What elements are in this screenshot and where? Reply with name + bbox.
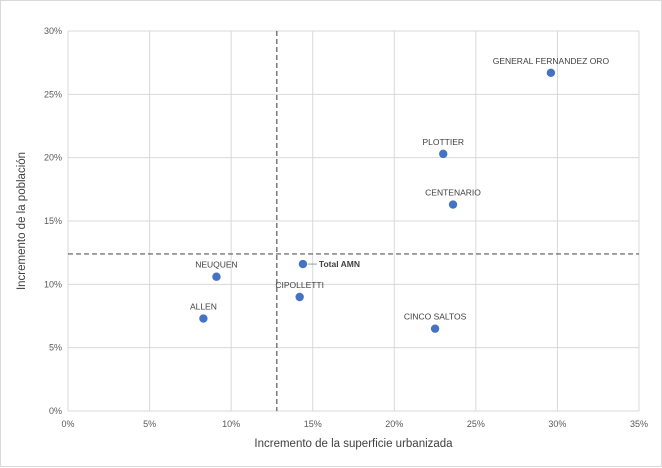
y-tick-label: 15% [44, 216, 62, 226]
y-tick-label: 20% [44, 153, 62, 163]
y-tick-label: 30% [44, 26, 62, 36]
data-point [199, 314, 208, 323]
x-tick-label: 5% [143, 419, 156, 429]
x-tick-label: 15% [304, 419, 322, 429]
data-point [448, 200, 458, 209]
x-tick-label: 25% [467, 419, 485, 429]
data-point [298, 259, 308, 269]
reference-lines [68, 31, 639, 411]
x-tick-label: 10% [222, 419, 240, 429]
x-axis-title: Incremento de la superficie urbanizada [254, 438, 453, 450]
point-label: CENTENARIO [425, 188, 481, 198]
x-tick-label: 30% [548, 419, 566, 429]
data-points: GENERAL FERNANDEZ ORO PLOTTIER CENTENARIO T… [190, 56, 610, 333]
data-point [212, 272, 221, 281]
point-label: NEUQUEN [195, 260, 238, 270]
data-point [430, 324, 440, 333]
data-point [546, 68, 556, 78]
y-tick-label: 10% [44, 279, 62, 289]
y-axis-title: Incremento de la población [16, 152, 28, 290]
point-label: CIPOLLETTI [275, 280, 324, 290]
point-label: ALLEN [190, 302, 217, 312]
data-point [439, 149, 448, 159]
gridlines [67, 30, 640, 412]
tick-labels: 0% 5% 10% 15% 20% 25% 30% 35% 0% 5% 10% 15% 20% 25% 30… [44, 26, 648, 429]
y-tick-label: 0% [49, 406, 62, 416]
x-tick-label: 20% [385, 419, 403, 429]
data-point [295, 292, 304, 302]
x-tick-label: 35% [630, 419, 648, 429]
x-tick-label: 0% [61, 419, 74, 429]
y-tick-label: 5% [49, 343, 62, 353]
y-tick-label: 25% [44, 89, 62, 99]
point-label: CINCO SALTOS [404, 312, 467, 322]
point-label: GENERAL FERNANDEZ ORO [493, 56, 610, 66]
point-label: Total AMN [319, 259, 360, 269]
point-label: PLOTTIER [422, 137, 464, 147]
